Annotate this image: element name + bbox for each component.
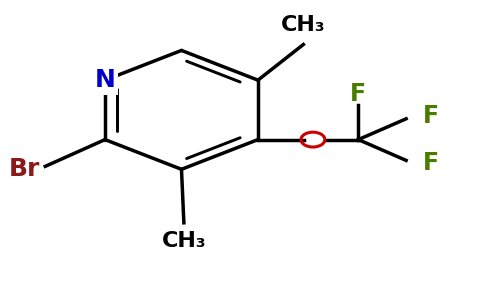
Text: Br: Br (9, 157, 41, 181)
Text: F: F (423, 104, 439, 128)
Text: CH₃: CH₃ (281, 15, 326, 35)
Text: CH₃: CH₃ (162, 231, 206, 251)
Text: F: F (423, 152, 439, 176)
Text: N: N (94, 68, 116, 92)
Text: F: F (350, 82, 366, 106)
